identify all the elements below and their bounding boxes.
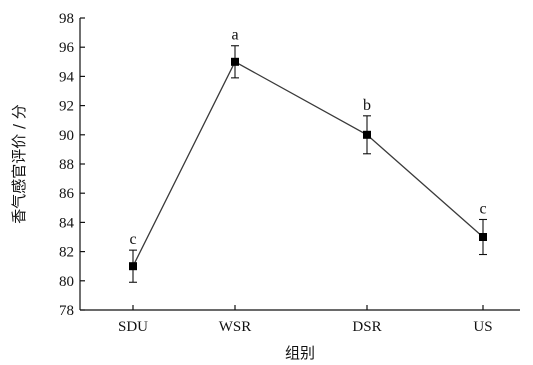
y-tick-label: 86: [59, 186, 75, 202]
data-point-dsr: [363, 130, 371, 139]
y-tick-label: 78: [59, 303, 74, 319]
series-line: [132, 60, 484, 267]
x-tick-label-dsr: DSR: [352, 319, 381, 335]
y-tick-label: 80: [59, 274, 74, 290]
y-tick-label: 84: [59, 215, 75, 231]
y-tick-label: 88: [59, 157, 74, 173]
x-axis-title: 组别: [285, 344, 315, 362]
y-tick-label: 92: [59, 99, 74, 115]
data-point-us: [479, 233, 487, 241]
x-tick-label-wsr: WSR: [219, 319, 252, 335]
y-tick-label: 82: [59, 245, 74, 261]
y-tick-label: 94: [59, 69, 75, 85]
x-tick-label-us: US: [473, 319, 492, 335]
y-axis-title: 香气感官评价 / 分: [10, 104, 28, 224]
y-tick-label: 96: [59, 40, 75, 56]
data-point-wsr: [231, 57, 239, 66]
significance-label: b: [363, 97, 371, 114]
x-axis-ticks: SDU WSR DSR US: [118, 305, 493, 335]
plot-marks: c a b c: [129, 27, 487, 283]
x-tick-label-sdu: SDU: [118, 319, 148, 335]
significance-label: a: [231, 27, 238, 44]
y-tick-label: 98: [59, 11, 74, 27]
y-tick-label: 90: [59, 128, 74, 144]
significance-label: c: [129, 231, 136, 248]
data-point-sdu: [129, 262, 137, 271]
significance-label: c: [479, 200, 486, 217]
y-axis-ticks: 78 80 82 84 86 88 90 92 94 96 98: [59, 11, 85, 319]
